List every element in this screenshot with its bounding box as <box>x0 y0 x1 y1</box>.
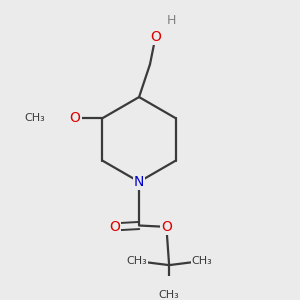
Text: H: H <box>167 14 176 27</box>
Text: O: O <box>109 220 120 234</box>
Text: O: O <box>161 220 172 234</box>
Text: CH₃: CH₃ <box>191 256 212 266</box>
Text: O: O <box>150 30 161 44</box>
Text: CH₃: CH₃ <box>24 113 45 123</box>
Text: CH₃: CH₃ <box>159 290 179 300</box>
Text: N: N <box>134 175 144 189</box>
Text: O: O <box>70 111 80 125</box>
Text: CH₃: CH₃ <box>126 256 147 266</box>
